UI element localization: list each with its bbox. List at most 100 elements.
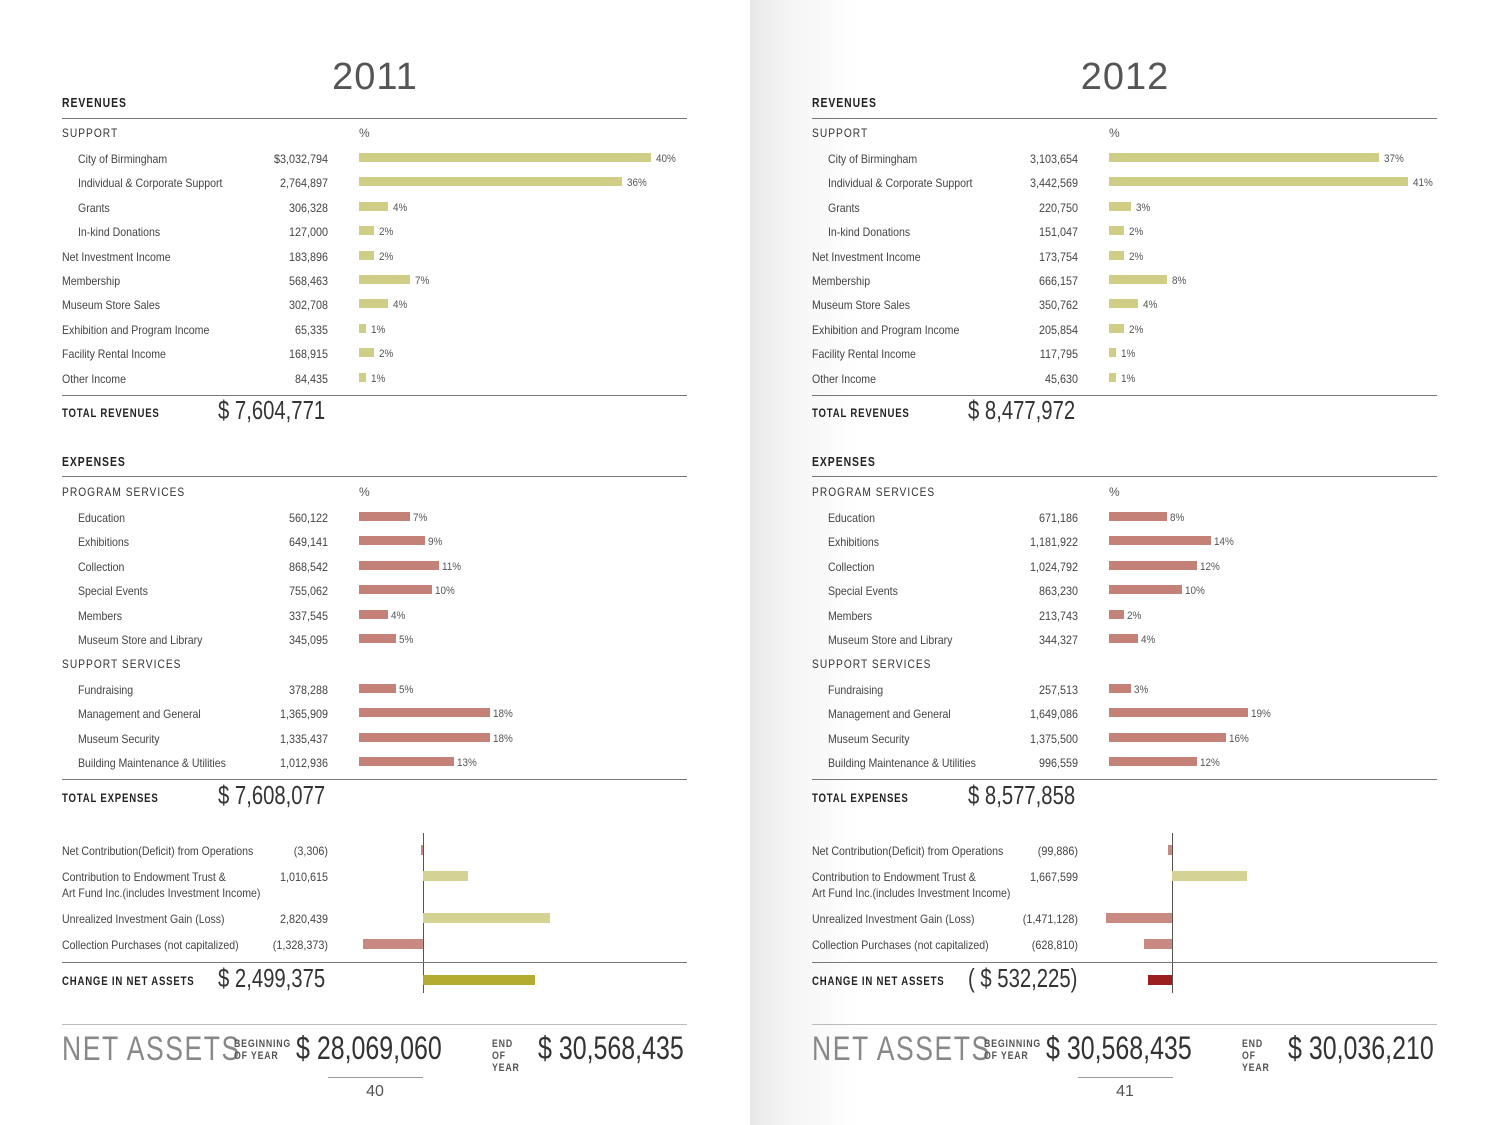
support-heading: SUPPORT xyxy=(62,126,119,140)
program-bar xyxy=(359,585,432,595)
revenue-pct: 40% xyxy=(656,153,676,165)
page-number-rule xyxy=(328,1077,423,1078)
net-bar xyxy=(421,845,423,855)
revenues-rule xyxy=(62,118,687,119)
support-value: 1,365,909 xyxy=(279,707,328,722)
support-pct: 5% xyxy=(398,684,413,696)
revenue-bar xyxy=(359,153,651,162)
revenue-label: Museum Store Sales xyxy=(62,298,161,313)
program-pct: 8% xyxy=(1170,512,1185,524)
support-value: 1,649,086 xyxy=(1029,707,1078,722)
support-services-heading: SUPPORT SERVICES xyxy=(812,657,932,671)
program-bar xyxy=(1109,536,1212,546)
revenue-pct: 4% xyxy=(1143,299,1158,312)
revenue-bar xyxy=(359,299,389,309)
revenue-bar xyxy=(1109,250,1124,260)
support-pct: 3% xyxy=(1133,684,1149,696)
revenue-label: Facility Rental Income xyxy=(812,347,916,362)
revenue-pct: 2% xyxy=(378,250,393,263)
total-expenses-value: $ 8,577,858 xyxy=(968,780,1076,810)
revenue-pct: 4% xyxy=(393,299,408,312)
net-label: Unrealized Investment Gain (Loss) xyxy=(62,912,225,926)
total-revenues-label: TOTAL REVENUES xyxy=(62,406,160,420)
revenue-value: 65,335 xyxy=(294,322,328,337)
revenue-bar xyxy=(359,250,374,260)
program-bar xyxy=(1109,609,1124,619)
revenue-value: 168,915 xyxy=(288,347,328,362)
net-label: Net Contribution(Deficit) from Operation… xyxy=(812,844,1004,858)
revenue-bar xyxy=(1109,323,1124,333)
net-label: Contribution to Endowment Trust & Art Fu… xyxy=(812,870,1011,900)
beginning-of-year-label: BEGINNING OF YEAR xyxy=(234,1038,292,1062)
program-pct: 14% xyxy=(1214,536,1235,549)
revenue-bar xyxy=(359,177,622,187)
net-assets-rule xyxy=(62,1024,687,1025)
change-label: CHANGE IN NET ASSETS xyxy=(812,974,945,988)
revenue-pct: 1% xyxy=(1121,348,1136,361)
support-pct: 18% xyxy=(493,732,514,745)
change-label: CHANGE IN NET ASSETS xyxy=(62,974,195,988)
program-label: Collection xyxy=(828,559,875,574)
net-assets-label: NET ASSETS xyxy=(812,1030,991,1068)
program-value: 649,141 xyxy=(288,535,328,550)
revenue-label: Net Investment Income xyxy=(812,249,921,264)
program-pct: 2% xyxy=(1126,609,1141,622)
page-number: 40 xyxy=(366,1083,384,1100)
support-label: Fundraising xyxy=(78,683,134,697)
percent-header: % xyxy=(1109,126,1120,140)
revenue-pct: 37% xyxy=(1384,153,1404,165)
program-services-heading: PROGRAM SERVICES xyxy=(812,485,936,499)
end-of-year-label: END OF YEAR xyxy=(492,1038,520,1074)
change-bar xyxy=(423,975,536,985)
revenue-label: Individual & Corporate Support xyxy=(78,176,223,191)
support-value: 1,012,936 xyxy=(279,756,328,771)
expenses-heading: EXPENSES xyxy=(62,454,126,469)
program-label: Education xyxy=(78,511,125,525)
revenue-label: Individual & Corporate Support xyxy=(828,176,973,191)
support-label: Museum Security xyxy=(828,731,910,746)
support-bar xyxy=(359,684,396,693)
program-label: Museum Store and Library xyxy=(78,633,203,647)
net-label: Collection Purchases (not capitalized) xyxy=(812,938,989,952)
program-bar xyxy=(1109,512,1168,521)
net-label: Net Contribution(Deficit) from Operation… xyxy=(62,844,254,858)
revenue-pct: 2% xyxy=(378,348,393,361)
net-bar xyxy=(423,871,469,881)
expenses-rule xyxy=(62,476,687,477)
end-of-year-label: END OF YEAR xyxy=(1242,1038,1270,1074)
net-value: 2,820,439 xyxy=(279,912,328,926)
revenue-pct: 41% xyxy=(1413,177,1434,190)
program-label: Exhibitions xyxy=(828,535,880,550)
revenue-bar xyxy=(1109,372,1117,382)
total-expenses-value: $ 7,608,077 xyxy=(218,780,326,810)
support-value: 257,513 xyxy=(1038,683,1078,697)
revenue-pct: 36% xyxy=(626,177,647,190)
page-number-rule xyxy=(1078,1077,1173,1078)
revenue-label: Exhibition and Program Income xyxy=(812,322,960,337)
revenue-value: 3,103,654 xyxy=(1029,152,1078,166)
net-label: Collection Purchases (not capitalized) xyxy=(62,938,239,952)
support-label: Museum Security xyxy=(78,731,160,746)
support-bar xyxy=(1109,708,1248,718)
revenue-pct: 1% xyxy=(371,323,386,336)
support-heading: SUPPORT xyxy=(812,126,869,140)
revenue-bar xyxy=(1109,201,1131,211)
expenses-rule xyxy=(812,476,1437,477)
revenue-value: 306,328 xyxy=(288,200,328,215)
program-pct: 11% xyxy=(442,560,462,573)
program-bar xyxy=(359,609,389,619)
support-pct: 19% xyxy=(1250,708,1271,721)
net-value: (628,810) xyxy=(1031,938,1078,952)
support-pct: 16% xyxy=(1228,732,1249,745)
revenue-pct: 7% xyxy=(415,275,430,287)
end-value: $ 30,568,435 xyxy=(538,1030,684,1066)
program-pct: 12% xyxy=(1199,560,1220,573)
beginning-value: $ 28,069,060 xyxy=(296,1030,442,1066)
revenue-label: Facility Rental Income xyxy=(62,347,166,362)
net-bar xyxy=(363,939,423,949)
net-bar xyxy=(1143,939,1172,949)
total-expenses-rule xyxy=(62,779,687,780)
net-bar xyxy=(1172,871,1248,881)
revenue-bar xyxy=(1109,226,1124,236)
